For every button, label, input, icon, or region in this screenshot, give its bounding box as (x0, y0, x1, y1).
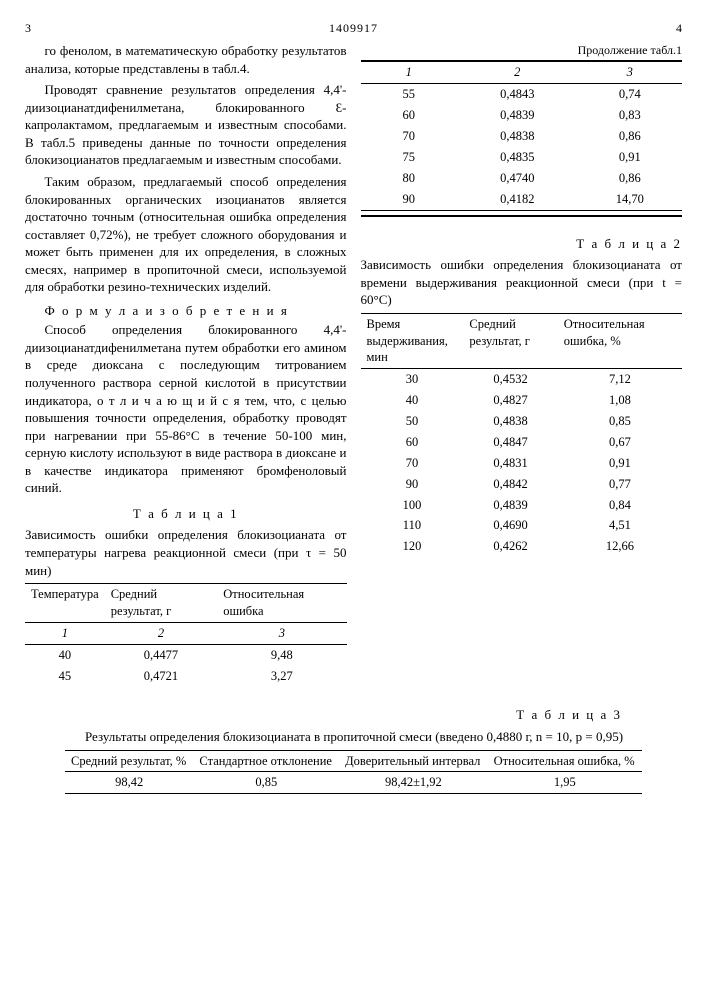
table-row: 550,48430,74 (361, 84, 683, 105)
table3: Средний результат, % Стандартное отклоне… (65, 750, 642, 795)
table-row: 300,45327,12 (361, 369, 683, 390)
table-row: 45 0,4721 3,27 (25, 666, 347, 687)
paragraph: Таким образом, предлагаемый способ опред… (25, 173, 347, 296)
paragraph: го фенолом, в математическую обработку р… (25, 42, 347, 77)
table1-subheader: 2 (105, 622, 218, 644)
table-row: 600,48470,67 (361, 432, 683, 453)
table3-header: Стандартное отклонение (193, 750, 339, 772)
table1-subheader: 1 (25, 622, 105, 644)
table-row: 40 0,4477 9,48 (25, 644, 347, 665)
table3-caption: Т а б л и ц а 3 (25, 706, 682, 724)
table3-header: Средний результат, % (65, 750, 193, 772)
table-row: 1200,426212,66 (361, 536, 683, 557)
table3-header: Доверительный интервал (339, 750, 487, 772)
table-row: 700,48380,86 (361, 126, 683, 147)
table1: Температура Средний результат, г Относит… (25, 583, 347, 686)
table-row: 1100,46904,51 (361, 515, 683, 536)
table-row: 98,42 0,85 98,42±1,92 1,95 (65, 772, 642, 794)
table1-header: Температура (25, 584, 105, 623)
table-row: 750,48350,91 (361, 147, 683, 168)
table1c-subheader: 1 (361, 61, 457, 83)
table3-wrap: Т а б л и ц а 3 Результаты определения б… (25, 706, 682, 794)
table1-caption: Т а б л и ц а 1 (25, 505, 347, 523)
table1-subheader: 3 (217, 622, 346, 644)
table1-header: Относительная ошибка (217, 584, 346, 623)
document-number: 1409917 (31, 20, 676, 36)
formula-title: Ф о р м у л а и з о б р е т е н и я (25, 302, 347, 320)
table1-header: Средний результат, г (105, 584, 218, 623)
paragraph: Способ определения блокированного 4,4'-д… (25, 321, 347, 496)
table-row: 900,418214,70 (361, 189, 683, 210)
right-column: Продолжение табл.1 1 2 3 550,48430,74 60… (361, 42, 683, 686)
left-column: го фенолом, в математическую обработку р… (25, 42, 347, 686)
table2: Время выдерживания, мин Средний результа… (361, 313, 683, 558)
page-header: 3 1409917 4 (25, 20, 682, 36)
table-row: 600,48390,83 (361, 105, 683, 126)
two-column-layout: го фенолом, в математическую обработку р… (25, 42, 682, 686)
table2-description: Зависимость ошибки определения блокизоци… (361, 256, 683, 309)
table1-cont-label: Продолжение табл.1 (361, 42, 683, 58)
table1c-subheader: 3 (578, 61, 682, 83)
table2-header: Средний результат, г (463, 313, 557, 369)
table1-continuation: 1 2 3 550,48430,74 600,48390,83 700,4838… (361, 60, 683, 216)
table-row: 800,47400,86 (361, 168, 683, 189)
table1-description: Зависимость ошибки определения блокизоци… (25, 526, 347, 579)
paragraph: Проводят сравнение результатов определен… (25, 81, 347, 169)
table-row: 700,48310,91 (361, 453, 683, 474)
table3-description: Результаты определения блокизоцианата в … (85, 728, 682, 746)
table-row: 500,48380,85 (361, 411, 683, 432)
table3-header: Относительная ошибка, % (488, 750, 642, 772)
table2-caption: Т а б л и ц а 2 (361, 235, 683, 253)
table2-header: Относительная ошибка, % (558, 313, 682, 369)
table-row: 900,48420,77 (361, 474, 683, 495)
table1c-subheader: 2 (457, 61, 578, 83)
table-row: 400,48271,08 (361, 390, 683, 411)
table2-header: Время выдерживания, мин (361, 313, 464, 369)
right-page-number: 4 (676, 20, 682, 36)
table-row: 1000,48390,84 (361, 495, 683, 516)
